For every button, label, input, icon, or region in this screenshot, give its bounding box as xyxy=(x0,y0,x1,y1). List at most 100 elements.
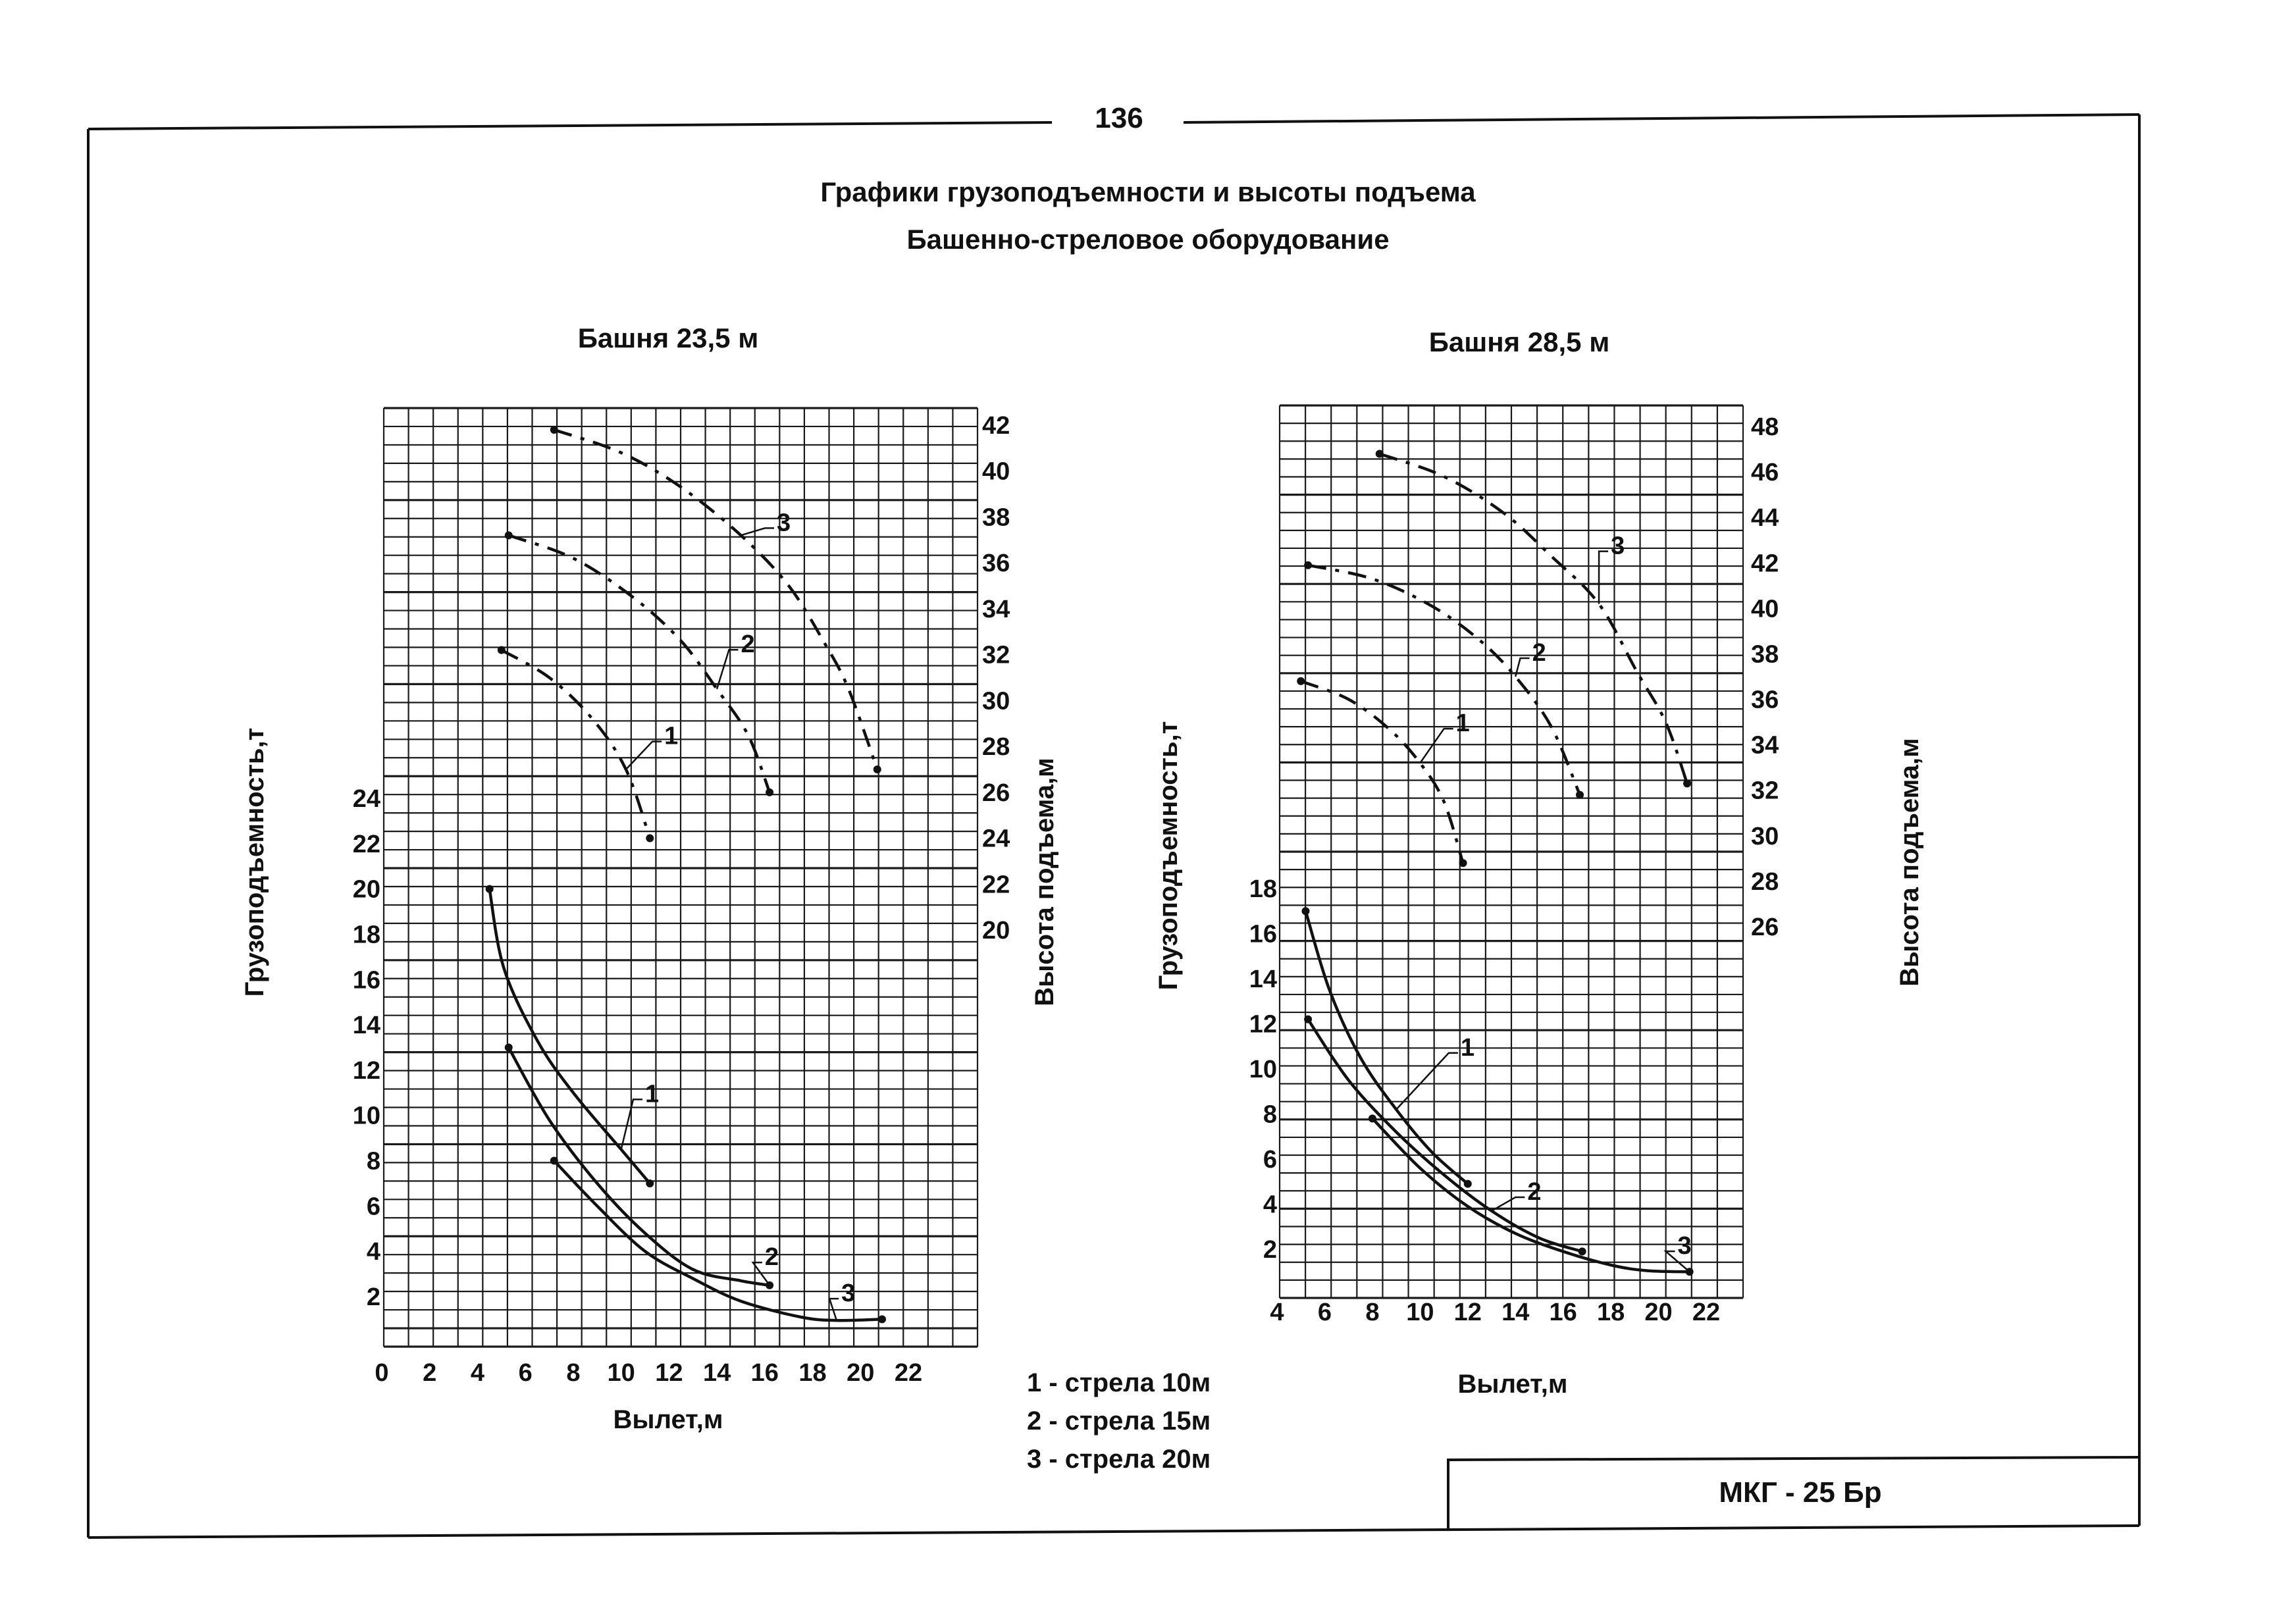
capacity-curve-3-start xyxy=(550,1156,558,1165)
capacity-curve-2-start xyxy=(1304,1015,1313,1023)
x-tick-label: 16 xyxy=(1550,1299,1577,1326)
height-curve-2-end xyxy=(1576,790,1584,799)
height-curve-1 xyxy=(1300,679,1465,864)
capacity-curve-1-end xyxy=(646,1179,654,1187)
height-tick-label: 28 xyxy=(1751,868,1779,896)
chart-series: 1 2 3 1 2 3 xyxy=(1297,450,1694,1276)
x-tick-label: 12 xyxy=(655,1359,683,1387)
capacity-curve-2-label: 2 xyxy=(765,1243,779,1271)
capacity-curve-1-start xyxy=(1301,907,1310,916)
x-tick-label: 12 xyxy=(1454,1299,1482,1326)
height-tick-label: 34 xyxy=(1751,732,1779,760)
capacity-curve-3-label: 3 xyxy=(1678,1232,1692,1260)
x-tick-label: 4 xyxy=(471,1359,484,1387)
height-curve-2 xyxy=(1307,563,1582,796)
height-axis-title: Высота подъема,м xyxy=(1030,758,1059,1006)
height-curve-3-start xyxy=(1375,450,1384,458)
legend-item-3: 3 - стрела 20м xyxy=(1027,1445,1211,1474)
capacity-tick-label: 14 xyxy=(353,1012,380,1039)
height-tick-label: 32 xyxy=(1751,777,1779,805)
height-tick-label: 38 xyxy=(1751,640,1779,668)
capacity-curve-1-end xyxy=(1463,1179,1472,1188)
capacity-curve-2-end xyxy=(1578,1247,1586,1256)
height-tick-label: 40 xyxy=(1751,595,1779,623)
x-tick-label: 14 xyxy=(1501,1299,1529,1326)
height-curve-2 xyxy=(508,534,771,793)
x-tick-label: 8 xyxy=(1365,1299,1379,1326)
chart-tower-28-5: Башня 28,5 м 4 6 8 10 12 14 16 18 20 22 246810121… xyxy=(1154,326,1924,1399)
capacity-curve-2-leader xyxy=(1491,1196,1525,1212)
height-curve-3-label: 3 xyxy=(777,509,791,536)
x-tick-label: 22 xyxy=(1692,1299,1720,1326)
capacity-tick-label: 8 xyxy=(367,1148,380,1176)
capacity-curve-1-label: 1 xyxy=(1461,1034,1474,1062)
x-tick-label: 16 xyxy=(751,1359,779,1387)
height-tick-label: 24 xyxy=(982,825,1010,853)
capacity-tick-label: 8 xyxy=(1263,1101,1277,1129)
height-tick-label: 40 xyxy=(982,458,1010,486)
capacity-tick-label: 10 xyxy=(353,1102,380,1130)
capacity-curve-3-end xyxy=(878,1315,886,1324)
capacity-tick-label: 22 xyxy=(353,831,380,858)
x-tick-label: 22 xyxy=(895,1359,922,1387)
capacity-axis-title: Грузоподъемность,т xyxy=(240,728,269,997)
height-tick-label: 26 xyxy=(1751,914,1779,941)
capacity-tick-label: 4 xyxy=(367,1238,380,1266)
height-tick-label: 34 xyxy=(982,596,1010,623)
chart-grid xyxy=(1278,404,1744,1299)
capacity-tick-label: 12 xyxy=(1249,1011,1277,1039)
height-tick-label: 20 xyxy=(982,917,1010,944)
height-curve-1-start xyxy=(1297,677,1305,685)
height-axis-ticks: 26 28 30 32 34 36 38 40 42 44 46 48 xyxy=(1751,413,1779,941)
x-tick-label: 6 xyxy=(519,1359,533,1387)
height-curve-2-leader xyxy=(1515,657,1530,677)
x-tick-label: 2 xyxy=(423,1359,436,1387)
height-tick-label: 30 xyxy=(982,687,1010,715)
height-curve-1-label: 1 xyxy=(1456,710,1470,737)
capacity-curve-2 xyxy=(1307,1018,1583,1253)
height-curve-1-end xyxy=(646,834,654,842)
height-curve-1-end xyxy=(1459,859,1467,867)
capacity-curve-2 xyxy=(507,1047,770,1287)
height-curve-1-start xyxy=(497,646,506,654)
page-frame xyxy=(87,113,2141,1539)
height-curve-1-leader xyxy=(625,740,662,770)
capacity-curve-3 xyxy=(1371,1117,1690,1274)
height-curve-2-label: 2 xyxy=(1532,639,1546,667)
x-tick-label: 8 xyxy=(566,1359,580,1387)
capacity-curve-2-start xyxy=(504,1043,513,1052)
x-axis-title: Вылет,м xyxy=(1458,1370,1568,1399)
capacity-tick-label: 2 xyxy=(367,1283,380,1311)
chart-title: Башня 28,5 м xyxy=(1429,326,1610,357)
capacity-curve-3 xyxy=(553,1159,883,1322)
height-tick-label: 42 xyxy=(1751,550,1779,577)
page-subtitle: Башенно-стреловое оборудование xyxy=(906,224,1389,255)
legend-item-2: 2 - стрела 15м xyxy=(1027,1407,1211,1436)
height-curve-2-start xyxy=(1304,561,1313,569)
height-curve-3-start xyxy=(550,425,558,434)
x-tick-label: 18 xyxy=(798,1359,826,1387)
x-axis-ticks: 4 6 8 10 12 14 16 18 20 22 xyxy=(1270,1299,1720,1326)
height-tick-label: 26 xyxy=(982,779,1010,807)
height-curve-3-leader xyxy=(741,527,774,536)
height-curve-3-end xyxy=(1683,779,1692,788)
chart-title: Башня 23,5 м xyxy=(578,323,759,353)
x-tick-label: 18 xyxy=(1597,1299,1625,1326)
height-curve-3 xyxy=(1379,452,1689,785)
capacity-curve-1 xyxy=(1304,910,1469,1185)
x-tick-label: 6 xyxy=(1318,1299,1332,1326)
capacity-curve-1-leader xyxy=(620,1099,642,1150)
height-curve-2-start xyxy=(504,531,513,540)
capacity-tick-label: 20 xyxy=(353,876,380,904)
capacity-curve-1 xyxy=(488,889,652,1185)
title-block: МКГ - 25 Бр xyxy=(1447,1456,2140,1528)
legend-item-1: 1 - стрела 10м xyxy=(1027,1368,1211,1397)
height-tick-label: 38 xyxy=(982,504,1010,531)
x-tick-label: 4 xyxy=(1270,1299,1284,1326)
capacity-tick-label: 4 xyxy=(1263,1191,1277,1219)
height-tick-label: 44 xyxy=(1751,504,1779,532)
capacity-tick-label: 12 xyxy=(353,1057,380,1085)
capacity-curve-1-start xyxy=(485,885,494,893)
height-curve-3-leader xyxy=(1598,550,1609,604)
